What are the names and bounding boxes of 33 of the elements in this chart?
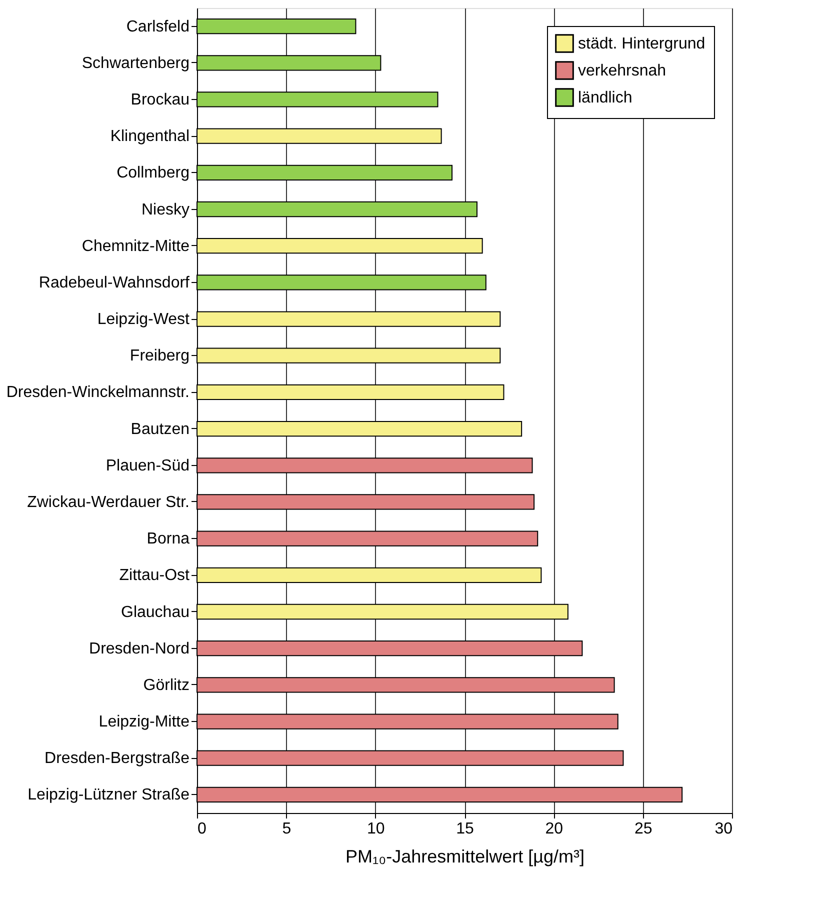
x-tick-label: 25 <box>634 820 652 838</box>
legend-label: ländlich <box>578 90 632 106</box>
y-tick-label: Niesky <box>141 201 190 218</box>
y-tick-label: Radebeul-Wahnsdorf <box>38 274 190 292</box>
x-tick-label: 30 <box>714 820 733 838</box>
y-tick-label: Zwickau-Werdauer Str. <box>27 494 190 511</box>
x-tick-label: 5 <box>282 820 292 838</box>
legend-label: städt. Hintergrund <box>578 36 706 52</box>
x-tick-label: 10 <box>366 820 385 838</box>
legend-label: verkehrsnah <box>578 62 666 80</box>
y-tick-label: Klingenthal <box>110 128 190 146</box>
y-tick-label: Schwartenberg <box>82 54 190 72</box>
x-axis-title: PM₁₀-Jahresmittelwert [µg/m³] <box>346 846 584 866</box>
y-tick-label: Plauen-Süd <box>106 457 190 474</box>
y-tick-label: Dresden-Winckelmannstr. <box>6 384 190 402</box>
y-tick-label: Brockau <box>130 91 190 108</box>
y-tick-label: Collmberg <box>116 164 190 182</box>
y-tick-label: Bautzen <box>130 420 190 438</box>
y-tick-label: Dresden-Nord <box>89 640 190 658</box>
x-tick-label: 0 <box>198 820 206 838</box>
y-tick-label: Leipzig-Lützner Straße <box>28 786 190 804</box>
y-tick-label: Zittau-Ost <box>119 567 190 584</box>
y-tick-label: Görlitz <box>143 676 190 694</box>
y-tick-label: Leipzig-West <box>97 311 190 328</box>
y-tick-label: Carlsfeld <box>126 18 190 36</box>
y-tick-label: Chemnitz-Mitte <box>82 238 190 255</box>
x-tick-label: 20 <box>545 820 564 838</box>
y-tick-label: Dresden-Bergstraße <box>44 750 190 768</box>
y-tick-label: Leipzig-Mitte <box>98 714 190 731</box>
y-tick-label: Glauchau <box>121 604 190 621</box>
y-tick-label: Freiberg <box>130 348 190 365</box>
x-tick-label: 15 <box>456 820 474 838</box>
y-tick-label: Borna <box>146 530 190 548</box>
